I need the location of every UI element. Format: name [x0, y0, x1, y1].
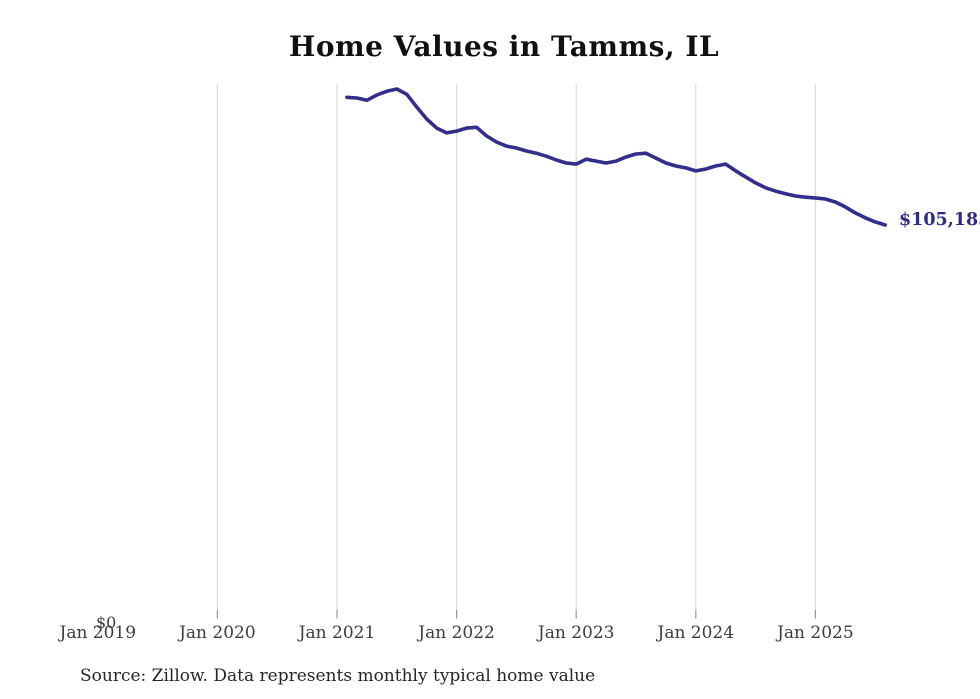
x-axis-label-jan-2019: Jan 2019 [59, 623, 137, 643]
y-axis-zero-label: $0 [96, 613, 117, 632]
x-axis-label-jan-2021: Jan 2021 [298, 623, 376, 643]
chart-title: Home Values in Tamms, IL [288, 30, 720, 63]
year-gridlines [216, 84, 817, 610]
x-axis-label-jan-2022: Jan 2022 [418, 623, 495, 643]
x-axis-label-jan-2023: Jan 2023 [537, 623, 615, 643]
x-axis-ticks [216, 610, 817, 619]
x-axis-label-jan-2025: Jan 2025 [777, 623, 854, 643]
latest-value-label: $105,185 [899, 210, 980, 230]
x-axis-label-jan-2024: Jan 2024 [657, 623, 735, 643]
x-axis-label-jan-2020: Jan 2020 [179, 623, 256, 643]
source-note: Source: Zillow. Data represents monthly … [80, 666, 596, 686]
home-value-line [345, 87, 888, 227]
